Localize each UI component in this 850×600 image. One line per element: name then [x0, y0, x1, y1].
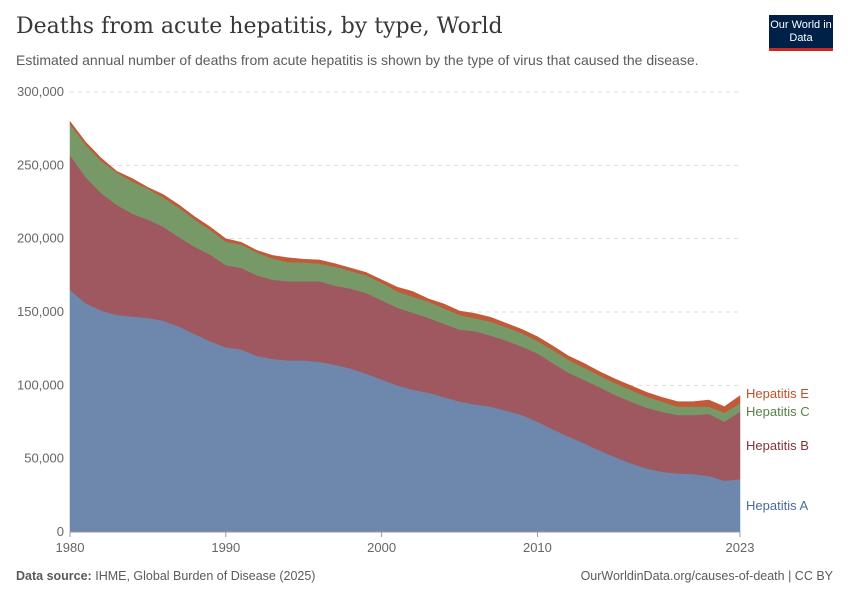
- chart-title: Deaths from acute hepatitis, by type, Wo…: [16, 14, 503, 39]
- x-tick-label: 2010: [523, 540, 552, 555]
- chart-subtitle: Estimated annual number of deaths from a…: [16, 52, 699, 68]
- source-text[interactable]: IHME, Global Burden of Disease (2025): [95, 569, 316, 583]
- legend-label-hepatitis-c[interactable]: Hepatitis C: [746, 404, 810, 419]
- x-tick-label: 2023: [726, 540, 755, 555]
- y-tick-label: 300,000: [17, 84, 64, 99]
- data-source: Data source: IHME, Global Burden of Dise…: [16, 569, 315, 583]
- y-tick-label: 250,000: [17, 157, 64, 172]
- y-tick-label: 100,000: [17, 377, 64, 392]
- legend-label-hepatitis-a[interactable]: Hepatitis A: [746, 498, 808, 513]
- footer-link[interactable]: OurWorldinData.org/causes-of-death | CC …: [580, 569, 833, 583]
- legend-label-hepatitis-b[interactable]: Hepatitis B: [746, 438, 809, 453]
- y-tick-label: 200,000: [17, 231, 64, 246]
- y-tick-label: 50,000: [24, 451, 64, 466]
- logo-text: Our World in Data: [770, 19, 832, 44]
- legend-label-hepatitis-e[interactable]: Hepatitis E: [746, 386, 809, 401]
- x-tick-label: 1990: [211, 540, 240, 555]
- y-tick-label: 0: [57, 524, 64, 539]
- area-hepatitis-e[interactable]: [69, 120, 741, 413]
- x-tick-label: 2000: [367, 540, 396, 555]
- y-tick-label: 150,000: [17, 304, 64, 319]
- source-label: Data source:: [16, 569, 92, 583]
- x-tick-label: 1980: [56, 540, 85, 555]
- owid-logo[interactable]: Our World in Data: [769, 15, 833, 51]
